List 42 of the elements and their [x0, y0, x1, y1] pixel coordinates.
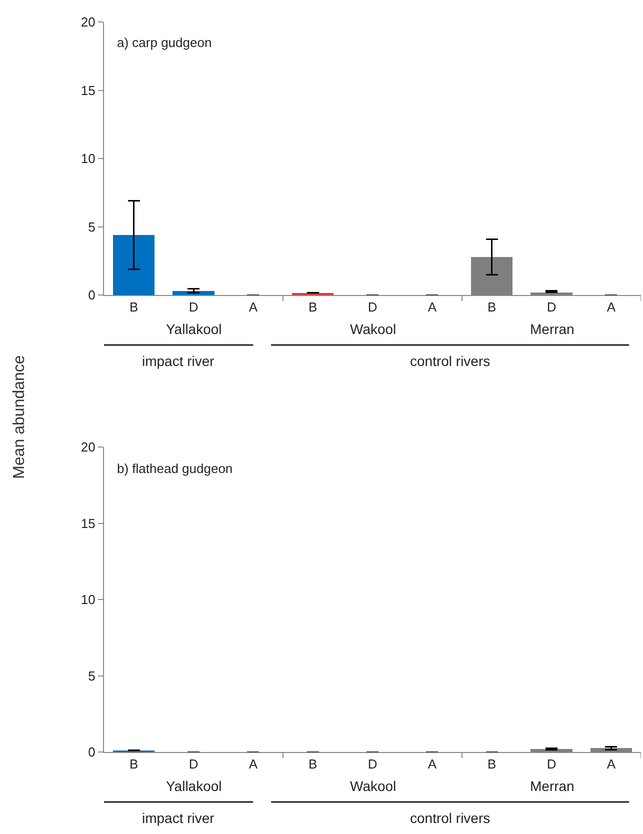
- text: impact river: [142, 810, 215, 826]
- x-tick-label: A: [428, 756, 437, 772]
- text: control rivers: [410, 353, 490, 369]
- y-tick-label: 20: [80, 14, 96, 30]
- x-tick-label: B: [129, 756, 138, 772]
- text: Merran: [530, 321, 574, 337]
- x-tick-label: B: [487, 300, 496, 315]
- y-tick-label: 10: [80, 151, 96, 166]
- x-tick-label: A: [428, 300, 437, 315]
- x-tick-label: B: [129, 300, 138, 315]
- bar: [112, 234, 155, 295]
- text: Merran: [530, 778, 574, 794]
- text: Yallakool: [166, 778, 222, 794]
- y-tick-label: 0: [88, 744, 96, 760]
- y-tick-label: 0: [88, 288, 96, 303]
- x-tick-label: A: [248, 300, 258, 315]
- x-tick-label: B: [487, 756, 496, 772]
- y-tick-label: 15: [80, 82, 96, 98]
- x-tick-label: D: [546, 300, 556, 315]
- text: Yallakool: [166, 321, 222, 337]
- y-tick-label: 10: [80, 592, 96, 608]
- text: control rivers: [410, 810, 490, 826]
- x-tick-label: B: [308, 756, 318, 772]
- text: Wakool: [350, 321, 396, 337]
- y-tick-label: 20: [80, 440, 96, 455]
- text: Wakool: [350, 778, 396, 794]
- x-tick-label: A: [606, 756, 616, 772]
- text: impact river: [142, 353, 215, 369]
- y-tick-label: 15: [80, 516, 96, 531]
- x-tick-label: B: [308, 300, 318, 315]
- text: a) carp gudgeon: [117, 35, 212, 50]
- y-axis-title: Mean abundance: [11, 355, 29, 479]
- x-tick-label: A: [606, 300, 616, 315]
- x-tick-label: D: [188, 300, 198, 315]
- y-tick-label: 5: [88, 668, 96, 684]
- x-tick-label: D: [368, 756, 378, 772]
- x-tick-label: A: [248, 756, 258, 772]
- x-tick-label: D: [546, 756, 556, 772]
- y-tick-label: 5: [88, 219, 96, 234]
- x-tick-label: D: [368, 300, 378, 315]
- text: b) flathead gudgeon: [117, 461, 233, 476]
- x-tick-label: D: [188, 756, 198, 772]
